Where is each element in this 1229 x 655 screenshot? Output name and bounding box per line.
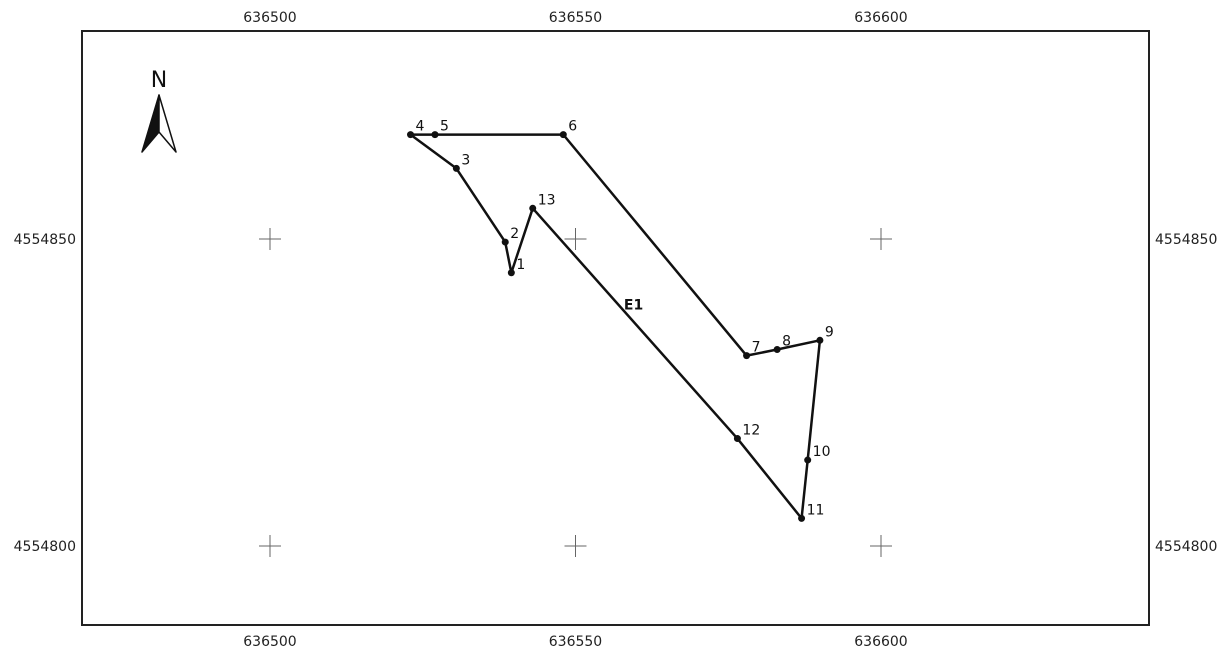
parcel-vertex-label: 5 [440,119,449,135]
y-axis-right-labels: 4554850 4554800 [1155,232,1217,555]
north-arrow-label: N [151,68,167,93]
parcel-vertex-point [743,352,751,360]
parcel-vertex-label: 1 [516,257,525,273]
map-frame [81,30,1150,626]
parcel-vertex-label: 6 [568,119,577,135]
parcel-vertex-label: 12 [742,423,760,439]
parcel-vertex-label: 2 [510,226,519,242]
parcel-vertex-label: 7 [752,340,761,356]
north-arrow-right-half-icon [158,94,177,153]
parcel-vertex-label: 13 [538,192,556,208]
x-tick-bottom-label: 636500 [243,634,296,650]
parcel-vertex-point [501,238,509,246]
parcel-vertex-label: 8 [782,334,791,350]
parcel-outline [409,133,822,520]
parcel-label: E1 [624,298,643,314]
parcel-vertex-point [798,514,806,522]
x-tick-bottom-label: 636600 [854,634,907,650]
y-tick-right-label: 4554850 [1155,232,1217,248]
parcel-vertex-point [452,164,460,172]
x-tick-bottom-label: 636550 [549,634,602,650]
parcel-vertex-point [804,456,812,464]
x-tick-top-label: 636500 [243,10,296,26]
parcel-vertex-point [733,435,741,443]
x-axis-top-labels: 636500 636550 636600 [243,10,907,26]
north-arrow-left-half-icon [141,94,160,153]
parcel-vertex-label: 9 [825,324,834,340]
parcel-vertex-point [507,269,515,277]
x-tick-top-label: 636600 [854,10,907,26]
x-axis-bottom-labels: 636500 636550 636600 [243,634,907,650]
x-tick-top-label: 636550 [549,10,602,26]
y-tick-right-label: 4554800 [1155,539,1217,555]
parcel-vertex-point [529,204,537,212]
parcel-vertex-label: 4 [416,119,425,135]
parcel-vertex-point [816,336,824,344]
north-arrow: N [141,68,177,153]
parcel-vertex-point [559,131,567,139]
parcel-vertex-point [407,131,415,139]
parcel-vertex-label: 10 [813,444,831,460]
parcel-vertex-point [431,131,439,139]
y-tick-left-label: 4554850 [14,232,76,248]
parcel-vertex-label: 3 [461,152,470,168]
y-axis-left-labels: 4554850 4554800 [14,232,76,555]
y-tick-left-label: 4554800 [14,539,76,555]
grid-crosses [259,228,892,557]
parcel-vertex-label: 11 [807,502,825,518]
parcel-vertex-point [773,346,781,354]
